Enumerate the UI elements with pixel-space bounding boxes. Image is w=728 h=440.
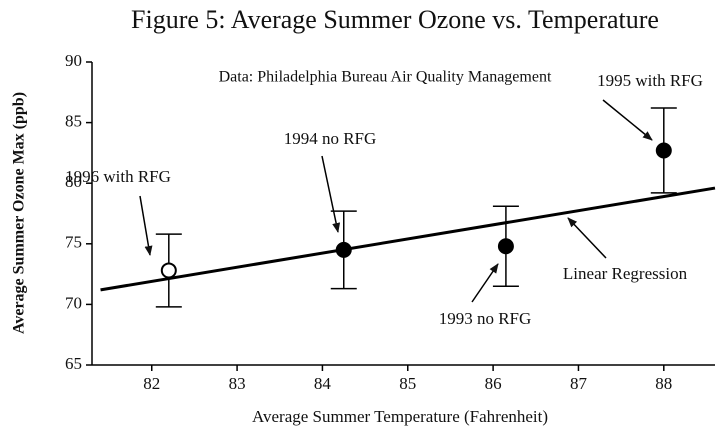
point bbox=[655, 142, 672, 159]
annotation-arrow bbox=[471, 263, 499, 303]
annotation-arrow bbox=[139, 195, 153, 256]
chart-title: Figure 5: Average Summer Ozone vs. Tempe… bbox=[131, 5, 659, 34]
annotation: 1995 with RFG bbox=[597, 71, 703, 90]
y-tick-label: 90 bbox=[65, 51, 82, 70]
x-tick-label: 82 bbox=[143, 374, 160, 393]
annotation: 1994 no RFG bbox=[284, 129, 377, 148]
y-tick-label: 65 bbox=[65, 354, 82, 373]
regression-line bbox=[100, 186, 716, 292]
x-tick-label: 83 bbox=[229, 374, 246, 393]
x-axis-label: Average Summer Temperature (Fahrenheit) bbox=[252, 407, 548, 426]
point bbox=[497, 238, 514, 255]
annotation: 1996 with RFG bbox=[65, 167, 171, 186]
chart-subtitle: Data: Philadelphia Bureau Air Quality Ma… bbox=[219, 69, 552, 86]
x-tick-label: 85 bbox=[399, 374, 416, 393]
point bbox=[160, 262, 177, 279]
x-tick-label: 87 bbox=[570, 374, 588, 393]
annotation-arrow bbox=[321, 155, 341, 233]
point bbox=[335, 241, 352, 258]
y-tick-label: 80 bbox=[65, 172, 82, 191]
x-tick-label: 88 bbox=[655, 374, 672, 393]
annotation-arrow bbox=[602, 99, 653, 141]
y-tick-label: 85 bbox=[65, 112, 82, 131]
annotation: Linear Regression bbox=[563, 264, 688, 283]
annotation-arrow bbox=[567, 217, 607, 259]
x-tick-label: 86 bbox=[485, 374, 502, 393]
y-axis-label: Average Summer Ozone Max (ppb) bbox=[11, 92, 28, 334]
y-tick-label: 70 bbox=[65, 293, 82, 312]
x-tick-label: 84 bbox=[314, 374, 332, 393]
annotation: 1993 no RFG bbox=[439, 309, 532, 328]
y-tick-label: 75 bbox=[65, 233, 82, 252]
